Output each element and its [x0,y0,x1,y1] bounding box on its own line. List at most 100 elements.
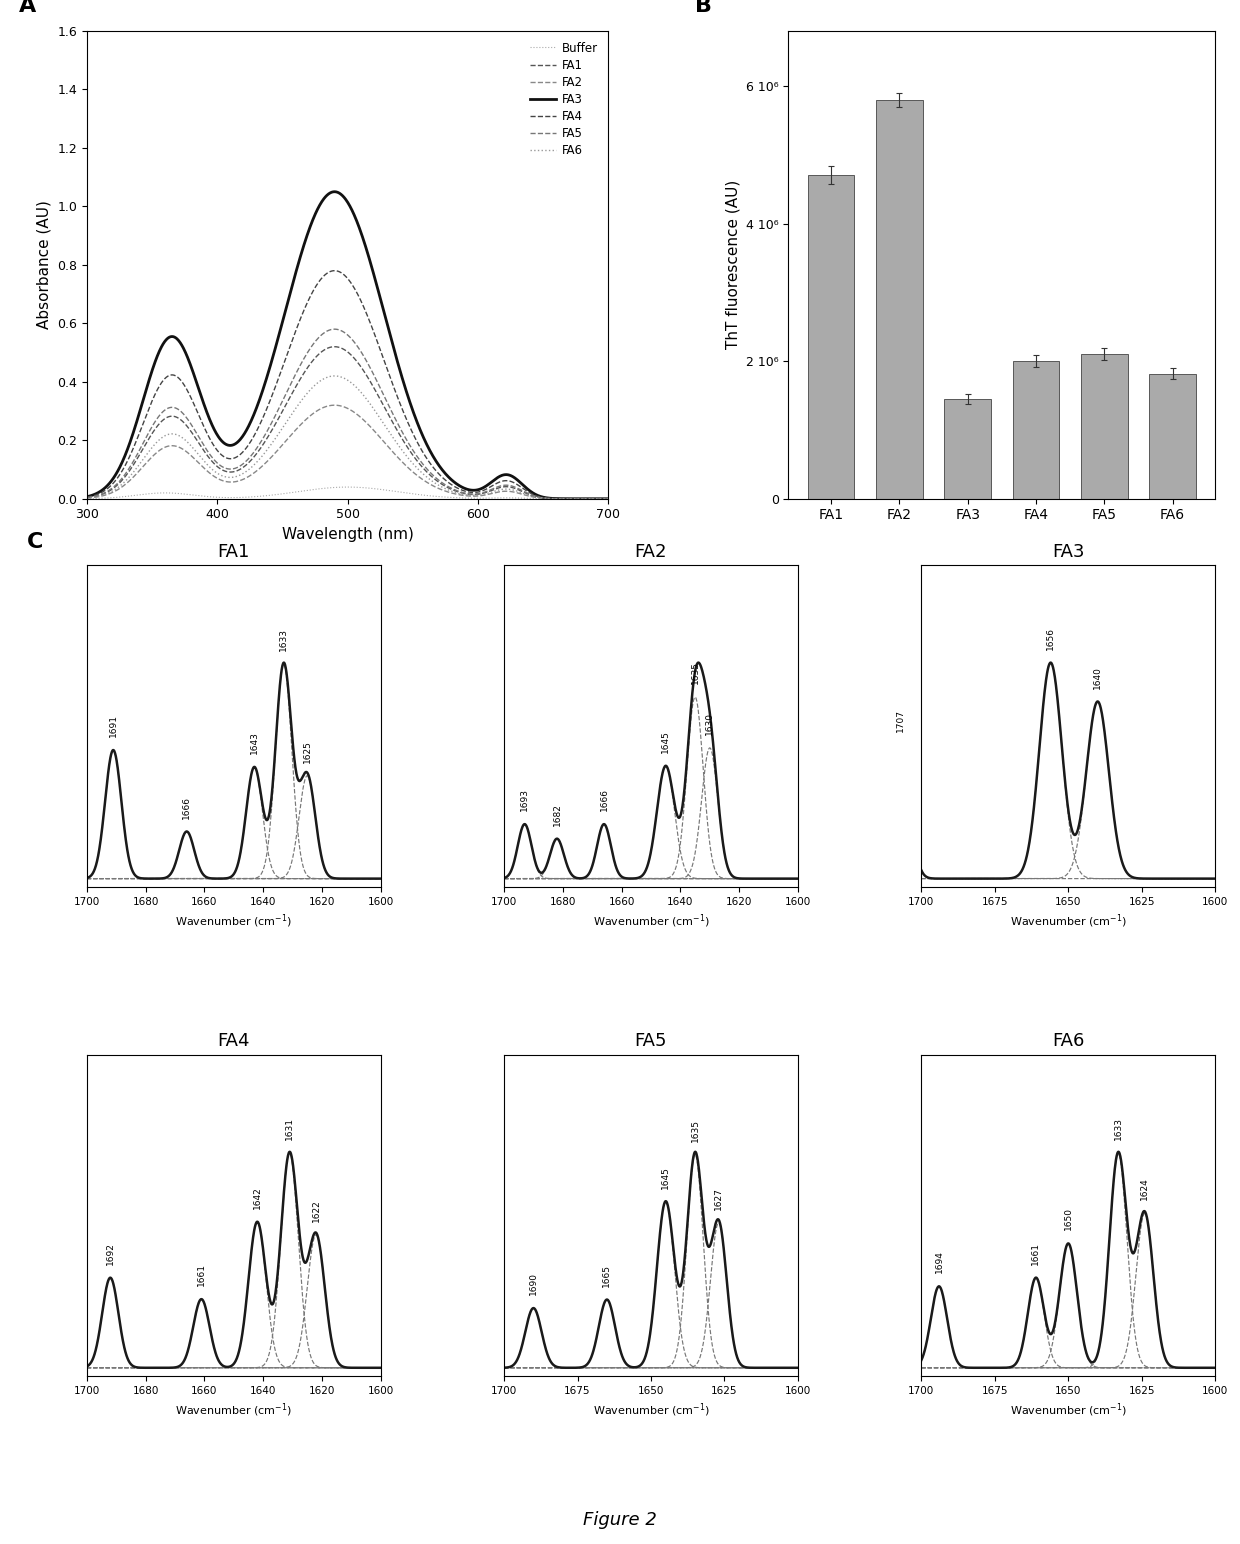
Buffer [79,489,94,508]
Text: 1640: 1640 [1094,665,1102,689]
FA5 [133,440,148,459]
X-axis label: Wavenumber (cm$^{-1}$): Wavenumber (cm$^{-1}$) [175,1402,293,1419]
Buffer [486,489,501,508]
Buffer [496,488,511,506]
Title: FA3: FA3 [1052,543,1085,560]
Y-axis label: ThT fluorescence (AU): ThT fluorescence (AU) [725,181,740,349]
FA2 [79,489,94,508]
X-axis label: Wavenumber (cm$^{-1}$): Wavenumber (cm$^{-1}$) [593,1402,709,1419]
FA2 [133,460,148,479]
X-axis label: Wavelength (nm): Wavelength (nm) [281,527,413,542]
X-axis label: Wavenumber (cm$^{-1}$): Wavenumber (cm$^{-1}$) [1009,1402,1127,1419]
Bar [877,100,923,499]
Text: 1627: 1627 [714,1187,723,1210]
Text: 1693: 1693 [520,787,529,811]
Bar [1149,374,1195,499]
Text: 1650: 1650 [1064,1207,1073,1231]
FA6 [133,454,148,472]
Text: 1633: 1633 [1114,1118,1122,1141]
Text: B: B [694,0,712,15]
Title: FA4: FA4 [217,1033,250,1050]
Text: 1645: 1645 [661,730,670,753]
FA4 [309,276,324,295]
FA2 [309,401,324,420]
FA3 [290,256,305,275]
FA1 [438,477,453,496]
Text: 1661: 1661 [197,1263,206,1286]
Text: C: C [27,533,43,553]
Buffer [309,480,324,499]
Title: FA6: FA6 [1052,1033,1085,1050]
Text: 1692: 1692 [105,1241,115,1265]
Text: 1707: 1707 [897,709,905,732]
FA1 [133,445,148,463]
Text: 1645: 1645 [661,1166,670,1189]
FA3 [327,182,342,201]
FA5 [79,488,94,506]
Line: FA4: FA4 [87,270,609,499]
X-axis label: Wavenumber (cm$^{-1}$): Wavenumber (cm$^{-1}$) [1009,913,1127,929]
Text: 1643: 1643 [249,732,259,753]
Line: FA1: FA1 [87,347,609,499]
Buffer [601,489,616,508]
Text: 1691: 1691 [109,713,118,736]
X-axis label: Wavenumber (cm$^{-1}$): Wavenumber (cm$^{-1}$) [593,913,709,929]
Buffer [340,477,355,496]
FA6 [496,480,511,499]
FA6 [309,375,324,394]
Text: 1631: 1631 [285,1118,294,1141]
FA4 [133,422,148,440]
Bar [1013,361,1059,499]
FA2 [496,482,511,500]
Bar [945,398,991,499]
Text: 1633: 1633 [279,628,288,652]
Text: Figure 2: Figure 2 [583,1512,657,1530]
FA5 [486,479,501,497]
FA6 [486,482,501,500]
FA3 [133,401,148,420]
X-axis label: Wavenumber (cm$^{-1}$): Wavenumber (cm$^{-1}$) [175,913,293,929]
FA5 [601,489,616,508]
FA1 [601,489,616,508]
FA3 [309,202,324,221]
Bar [808,176,854,499]
FA4 [290,317,305,335]
FA1 [309,347,324,366]
FA4 [601,489,616,508]
Text: 1665: 1665 [603,1263,611,1286]
FA2 [438,482,453,500]
Text: 1666: 1666 [182,795,191,818]
FA3 [438,465,453,483]
FA5 [438,476,453,494]
FA5 [309,330,324,349]
FA3 [486,471,501,489]
Text: 1630: 1630 [706,712,714,735]
Line: FA5: FA5 [87,329,609,499]
Line: FA2: FA2 [87,405,609,499]
FA5 [290,361,305,380]
Text: 1690: 1690 [529,1272,538,1295]
Title: FA2: FA2 [635,543,667,560]
FA4 [496,471,511,489]
Title: FA1: FA1 [217,543,250,560]
Buffer [290,482,305,500]
FA6 [290,397,305,415]
Text: 1661: 1661 [1032,1241,1040,1265]
FA3 [496,466,511,485]
FA4 [327,261,342,279]
FA3 [79,488,94,506]
FA5 [327,320,342,338]
Text: 1642: 1642 [253,1186,262,1209]
Text: 1666: 1666 [599,787,609,811]
FA6 [327,366,342,384]
Buffer [133,485,148,503]
Text: A: A [19,0,36,15]
Text: 1694: 1694 [935,1251,944,1274]
FA5 [496,476,511,494]
Text: 1625: 1625 [303,740,311,763]
Buffer [438,488,453,506]
Line: Buffer: Buffer [87,486,609,499]
FA1 [327,338,342,357]
Text: 1624: 1624 [1140,1178,1149,1201]
Legend: Buffer, FA1, FA2, FA3, FA4, FA5, FA6: Buffer, FA1, FA2, FA3, FA4, FA5, FA6 [525,37,603,162]
